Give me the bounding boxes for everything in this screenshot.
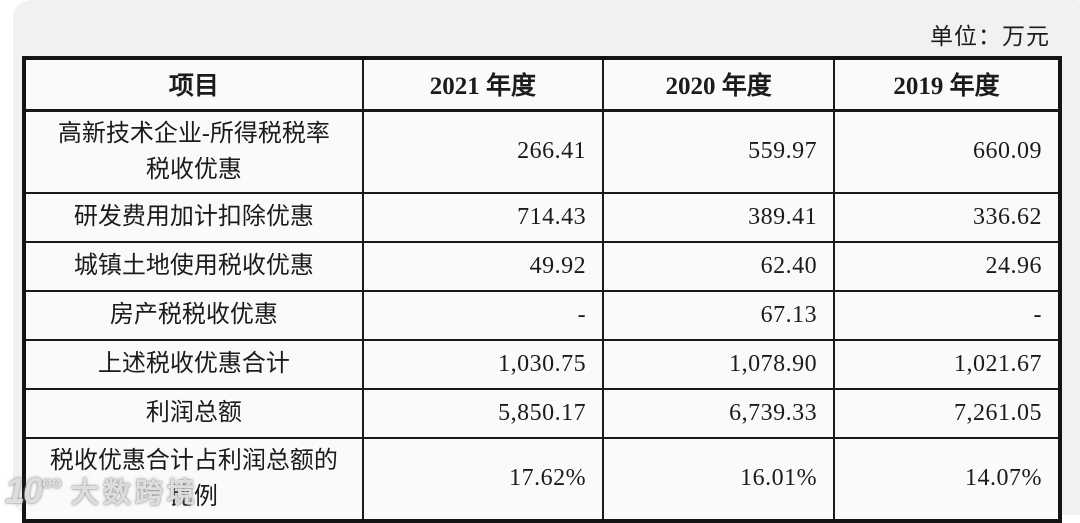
value-cell-2019: 24.96 <box>833 240 1061 292</box>
table-row: 房产税税收优惠 - 67.13 - <box>23 289 1061 341</box>
table-row: 研发费用加计扣除优惠 714.43 389.41 336.62 <box>23 191 1061 243</box>
row-label: 高新技术企业-所得税税率税收优惠 <box>23 109 364 194</box>
row-label: 税收优惠合计占利润总额的比例 <box>23 436 364 522</box>
value-cell-2019: 1,021.67 <box>833 338 1061 390</box>
row-label: 上述税收优惠合计 <box>23 338 364 390</box>
value-cell-2019: 7,261.05 <box>833 387 1061 439</box>
value-cell-2020: 62.40 <box>602 240 836 292</box>
value-cell-2019: 660.09 <box>833 109 1061 194</box>
value-cell-2021: 266.41 <box>361 109 605 194</box>
table-row: 高新技术企业-所得税税率税收优惠 266.41 559.97 660.09 <box>23 109 1061 194</box>
document-panel: 单位：万元 项目 2021 年度 2020 年度 2019 年度 高新技术企业-… <box>5 0 1080 523</box>
value-cell-2020: 16.01% <box>602 436 836 522</box>
watermark-logo-icon: 10 <box>5 470 43 511</box>
value-cell-2019: - <box>833 289 1061 341</box>
row-label: 利润总额 <box>23 387 364 439</box>
row-label: 研发费用加计扣除优惠 <box>23 191 364 243</box>
row-label: 城镇土地使用税收优惠 <box>23 240 364 292</box>
value-cell-2021: 1,030.75 <box>361 338 605 390</box>
unit-label: 单位：万元 <box>930 24 1050 49</box>
value-cell-2019: 336.62 <box>833 191 1061 243</box>
watermark-logo-circles-icon: oo <box>42 473 62 492</box>
row-label: 房产税税收优惠 <box>23 289 364 341</box>
column-header-item: 项目 <box>23 57 364 112</box>
watermark-brand-text: 大数跨境 <box>70 477 199 508</box>
table-row: 城镇土地使用税收优惠 49.92 62.40 24.96 <box>23 240 1061 292</box>
value-cell-2021: 49.92 <box>361 240 605 292</box>
table-row: 上述税收优惠合计 1,030.75 1,078.90 1,021.67 <box>23 338 1061 390</box>
value-cell-2019: 14.07% <box>833 436 1061 522</box>
watermark: 10 oo 大数跨境 <box>5 470 199 512</box>
value-cell-2021: 714.43 <box>361 191 605 243</box>
tax-incentive-table: 项目 2021 年度 2020 年度 2019 年度 高新技术企业-所得税税率税… <box>22 56 1062 523</box>
column-header-2020: 2020 年度 <box>602 57 836 112</box>
column-header-2019: 2019 年度 <box>833 57 1061 112</box>
value-cell-2020: 67.13 <box>602 289 836 341</box>
value-cell-2020: 559.97 <box>602 109 836 194</box>
value-cell-2021: 17.62% <box>361 436 605 522</box>
table-row: 利润总额 5,850.17 6,739.33 7,261.05 <box>23 387 1061 439</box>
table-header-row: 项目 2021 年度 2020 年度 2019 年度 <box>23 57 1061 112</box>
value-cell-2021: 5,850.17 <box>361 387 605 439</box>
value-cell-2021: - <box>361 289 605 341</box>
value-cell-2020: 389.41 <box>602 191 836 243</box>
value-cell-2020: 1,078.90 <box>602 338 836 390</box>
value-cell-2020: 6,739.33 <box>602 387 836 439</box>
column-header-2021: 2021 年度 <box>361 57 605 112</box>
